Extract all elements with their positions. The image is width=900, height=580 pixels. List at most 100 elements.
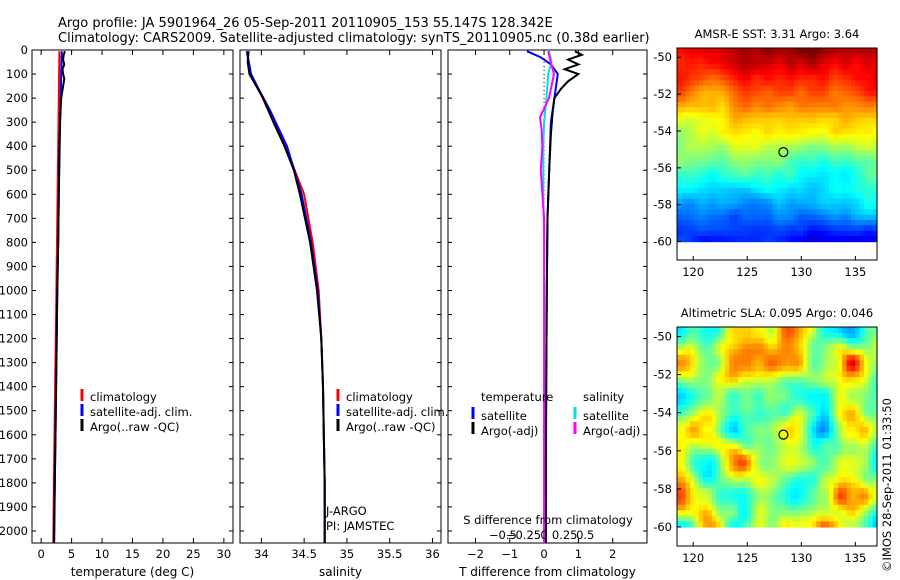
legend-entry: climatology bbox=[346, 390, 413, 404]
x-tick-label: 35 bbox=[340, 547, 355, 561]
legend-entry: climatology bbox=[90, 390, 157, 404]
series-salinity-argo-adj- bbox=[538, 50, 556, 543]
lat-tick-label: -52 bbox=[653, 87, 672, 101]
x-tick-label: 20 bbox=[156, 547, 171, 561]
temperature-xlabel: temperature (deg C) bbox=[71, 565, 194, 579]
depth-tick-label: 1700 bbox=[0, 452, 28, 466]
series-temperature-satellite bbox=[526, 50, 559, 544]
x-tick-label: 0 bbox=[37, 547, 44, 561]
lat-tick-label: -54 bbox=[653, 406, 672, 420]
title-line-1: Argo profile: JA 5901964_26 05-Sep-2011 … bbox=[58, 16, 553, 31]
annotation: PI: JAMSTEC bbox=[326, 519, 394, 533]
sla_map-axes-frame bbox=[676, 326, 878, 547]
legend-entry: satellite-adj. clim. bbox=[90, 405, 192, 419]
depth-tick-label: 100 bbox=[6, 67, 28, 81]
secondary-tick-label: −0.25 bbox=[506, 528, 541, 542]
lat-tick-label: -52 bbox=[653, 368, 672, 382]
lat-tick-label: -50 bbox=[653, 50, 672, 64]
depth-tick-label: 1300 bbox=[0, 356, 28, 370]
depth-tick-label: 1600 bbox=[0, 428, 28, 442]
depth-tick-label: 2000 bbox=[0, 524, 28, 538]
series-satellite-adj-clim- bbox=[245, 51, 326, 543]
series-climatology bbox=[245, 51, 326, 543]
legend-entry: Argo(..raw -QC) bbox=[346, 420, 436, 434]
legend-entry: Argo(..raw -QC) bbox=[90, 420, 180, 434]
depth-tick-label: 700 bbox=[6, 211, 28, 225]
series-argo-raw-qc- bbox=[52, 50, 66, 544]
difference-axes-frame bbox=[447, 49, 648, 544]
x-tick-label: −1 bbox=[501, 547, 518, 561]
temperature-panel: 0 5 10 15 20 25 300100200300400500600700800900… bbox=[0, 43, 234, 579]
x-tick-label: 15 bbox=[125, 547, 140, 561]
depth-tick-label: 800 bbox=[6, 235, 28, 249]
secondary-tick-label: −0.5 bbox=[489, 528, 517, 542]
plot-panels: 0 5 10 15 20 25 300100200300400500600700800900… bbox=[0, 27, 878, 579]
legend-entry: Argo(-adj) bbox=[583, 424, 640, 438]
difference-panel: −2 −1 0 1 2 T difference from climatology temp… bbox=[447, 49, 648, 579]
depth-tick-label: 0 bbox=[21, 43, 28, 57]
lon-tick-label: 125 bbox=[736, 551, 758, 565]
depth-tick-label: 1800 bbox=[0, 476, 28, 490]
sst_map-title: AMSR-E SST: 3.31 Argo: 3.64 bbox=[695, 27, 860, 41]
lat-tick-label: -60 bbox=[653, 520, 672, 534]
lat-tick-label: -58 bbox=[653, 482, 672, 496]
depth-tick-label: 1500 bbox=[0, 404, 28, 418]
depth-tick-label: 1900 bbox=[0, 500, 28, 514]
salinity-panel: 34 34.5 35 35.5 36 salinity climatologysatelli… bbox=[239, 49, 448, 579]
series-temperature-argo-adj- bbox=[544, 50, 585, 544]
difference-xlabel: T difference from climatology bbox=[458, 565, 636, 579]
title-line-2: Climatology: CARS2009. Satellite-adjuste… bbox=[58, 31, 650, 46]
x-tick-label: 35.5 bbox=[377, 547, 403, 561]
depth-tick-label: 1200 bbox=[0, 332, 28, 346]
salinity-xlabel: salinity bbox=[319, 565, 362, 579]
lon-tick-label: 130 bbox=[790, 551, 812, 565]
lat-tick-label: -56 bbox=[653, 444, 672, 458]
sla_map-heatmap bbox=[677, 327, 878, 528]
x-tick-label: 36 bbox=[425, 547, 440, 561]
lon-tick-label: 135 bbox=[844, 551, 866, 565]
sst_map-axes-frame bbox=[676, 47, 878, 261]
lon-tick-label: 135 bbox=[844, 265, 866, 279]
legend-title-temperature: temperature bbox=[481, 390, 553, 404]
secondary-tick-label: 0.5 bbox=[576, 528, 594, 542]
sst_map-panel: AMSR-E SST: 3.31 Argo: 3.64 120 125 130 135 -… bbox=[653, 27, 878, 279]
legend-entry: satellite-adj. clim. bbox=[346, 405, 448, 419]
x-tick-label: 30 bbox=[217, 547, 232, 561]
lat-tick-label: -54 bbox=[653, 124, 672, 138]
sla_map-panel: Altimetric SLA: 0.095 Argo: 0.046 120 125 1… bbox=[653, 306, 878, 565]
depth-tick-label: 900 bbox=[6, 259, 28, 273]
depth-tick-label: 400 bbox=[6, 139, 28, 153]
sst_map-heatmap bbox=[677, 48, 878, 243]
depth-tick-label: 600 bbox=[6, 187, 28, 201]
lon-tick-label: 130 bbox=[790, 265, 812, 279]
x-tick-label: −2 bbox=[467, 547, 484, 561]
depth-tick-label: 300 bbox=[6, 115, 28, 129]
depth-tick-label: 1400 bbox=[0, 380, 28, 394]
secondary-xlabel: S difference from climatology bbox=[463, 513, 633, 527]
legend-title-salinity: salinity bbox=[583, 390, 624, 404]
salinity-axes-frame bbox=[239, 49, 442, 544]
depth-tick-label: 1000 bbox=[0, 283, 28, 297]
lat-tick-label: -50 bbox=[653, 330, 672, 344]
profile-location-marker bbox=[778, 147, 789, 158]
sla_map-title: Altimetric SLA: 0.095 Argo: 0.046 bbox=[681, 306, 873, 320]
temperature-axes-frame bbox=[31, 49, 234, 544]
x-tick-label: 2 bbox=[609, 547, 616, 561]
lat-tick-label: -56 bbox=[653, 161, 672, 175]
legend-entry: Argo(-adj) bbox=[481, 424, 538, 438]
lon-tick-label: 120 bbox=[682, 265, 704, 279]
x-tick-label: 0 bbox=[540, 547, 547, 561]
legend-entry: satellite bbox=[583, 409, 629, 423]
secondary-tick-label: 0 bbox=[540, 528, 547, 542]
x-tick-label: 34.5 bbox=[291, 547, 317, 561]
x-tick-label: 34 bbox=[254, 547, 269, 561]
x-tick-label: 1 bbox=[575, 547, 582, 561]
lon-tick-label: 125 bbox=[736, 265, 758, 279]
imos-watermark: ©IMOS 28-Sep-2011 01:33:50 bbox=[880, 398, 894, 572]
depth-tick-label: 500 bbox=[6, 163, 28, 177]
secondary-tick-label: 0.25 bbox=[552, 528, 578, 542]
lat-tick-label: -60 bbox=[653, 235, 672, 249]
lon-tick-label: 120 bbox=[682, 551, 704, 565]
lat-tick-label: -58 bbox=[653, 198, 672, 212]
